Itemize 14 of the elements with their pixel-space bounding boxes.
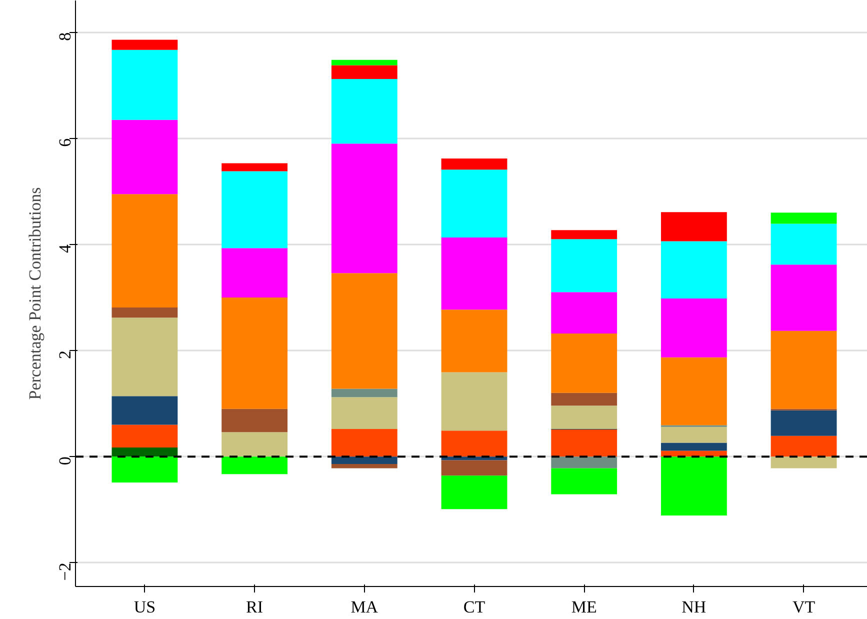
y-tick-label: −2 <box>56 562 74 581</box>
x-tick-label: ME <box>571 598 597 616</box>
y-axis-title: Percentage Point Contributions <box>26 187 44 400</box>
y-tick-label: 4 <box>56 244 74 253</box>
x-tick-label: US <box>134 598 156 616</box>
y-tick-label: 0 <box>56 456 74 466</box>
x-tick-label: VT <box>792 598 816 616</box>
y-tick-label: 2 <box>56 350 74 360</box>
y-tick-label: 8 <box>56 32 74 41</box>
x-tick-label: MA <box>350 598 379 616</box>
x-tick-label: RI <box>246 598 264 616</box>
x-tick-label: NH <box>682 598 706 616</box>
y-tick-label: 6 <box>56 138 74 147</box>
x-tick-label: CT <box>463 598 486 616</box>
